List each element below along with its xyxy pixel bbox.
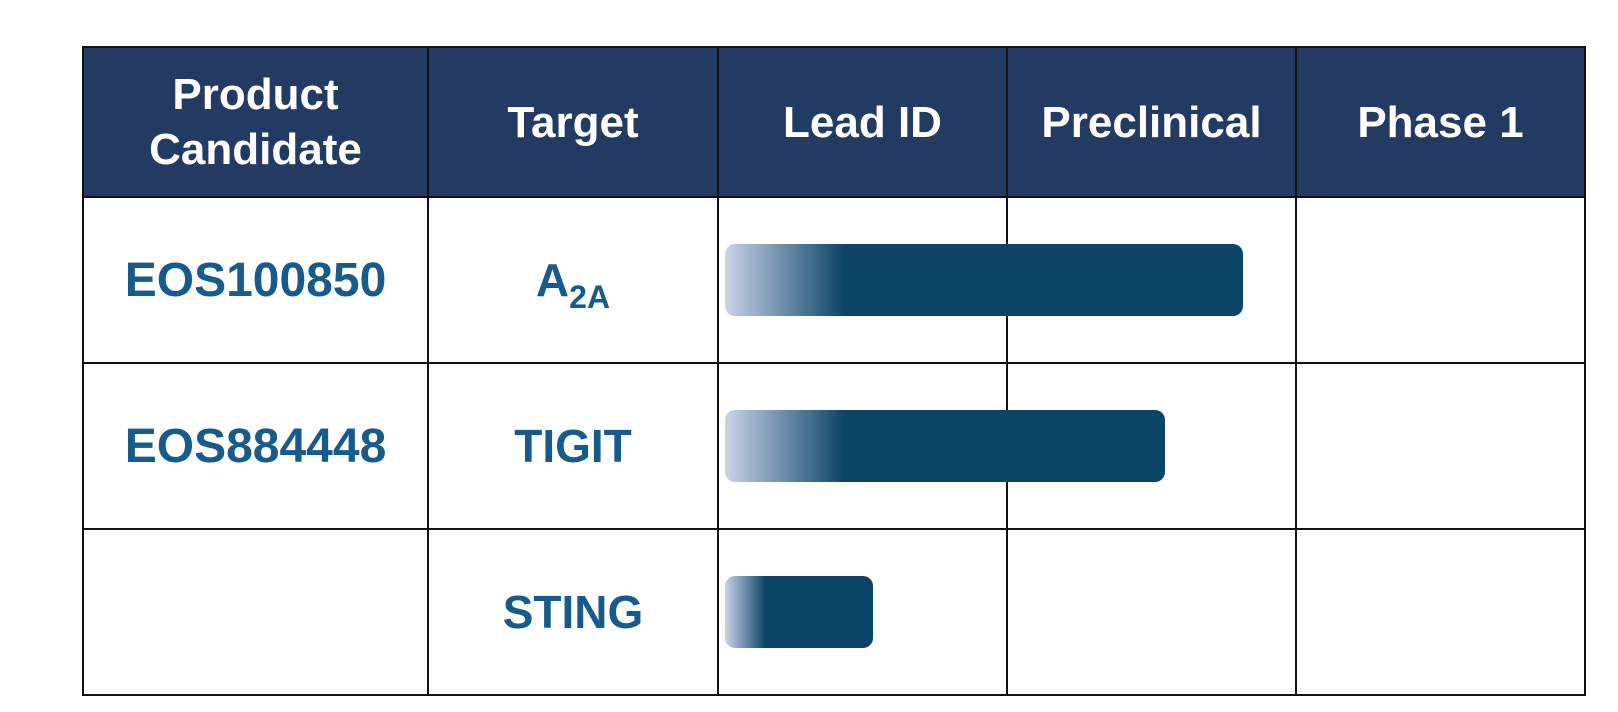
lead-id-cell: [717, 362, 1165, 530]
target-name-main: STING: [502, 586, 644, 638]
progress-bar: [725, 244, 1243, 316]
header-phase-1: Phase 1: [1295, 46, 1586, 198]
header-product-candidate: Product Candidate: [82, 46, 429, 198]
pipeline-table: Product Candidate Target Lead ID Preclin…: [82, 46, 1586, 696]
lead-id-cell: [717, 196, 1243, 364]
pipeline-chart: Product Candidate Target Lead ID Preclin…: [82, 46, 1586, 696]
header-product-candidate-line2: Candidate: [149, 125, 362, 174]
target-name: A2A: [535, 253, 610, 315]
progress-bar: [725, 576, 873, 648]
target-cell: TIGIT: [427, 362, 719, 530]
lead-id-cell: [717, 528, 1008, 696]
header-target: Target: [427, 46, 719, 198]
candidate-cell: EOS884448: [82, 362, 429, 530]
header-lead-id: Lead ID: [717, 46, 1008, 198]
target-cell: A2A: [427, 196, 719, 364]
target-name-main: TIGIT: [514, 420, 632, 472]
header-row: Product Candidate Target Lead ID Preclin…: [82, 46, 1586, 198]
table-row: STING: [82, 528, 1586, 696]
phase-1-cell: [1295, 528, 1586, 696]
progress-bar: [725, 410, 1165, 482]
candidate-cell: EOS100850: [82, 196, 429, 364]
header-preclinical: Preclinical: [1006, 46, 1297, 198]
candidate-cell: [82, 528, 429, 696]
candidate-name: EOS884448: [124, 419, 387, 473]
header-product-candidate-line1: Product: [172, 70, 339, 119]
table-row: EOS100850 A2A: [82, 196, 1586, 364]
phase-1-cell: [1295, 196, 1586, 364]
target-name-subscript: 2A: [569, 279, 611, 315]
target-cell: STING: [427, 528, 719, 696]
phase-1-cell: [1295, 362, 1586, 530]
candidate-name: EOS100850: [124, 253, 387, 307]
target-name: TIGIT: [514, 419, 632, 473]
table-row: EOS884448 TIGIT: [82, 362, 1586, 530]
target-name-main: A: [535, 254, 570, 306]
target-name: STING: [503, 585, 644, 639]
preclinical-cell: [1006, 528, 1297, 696]
